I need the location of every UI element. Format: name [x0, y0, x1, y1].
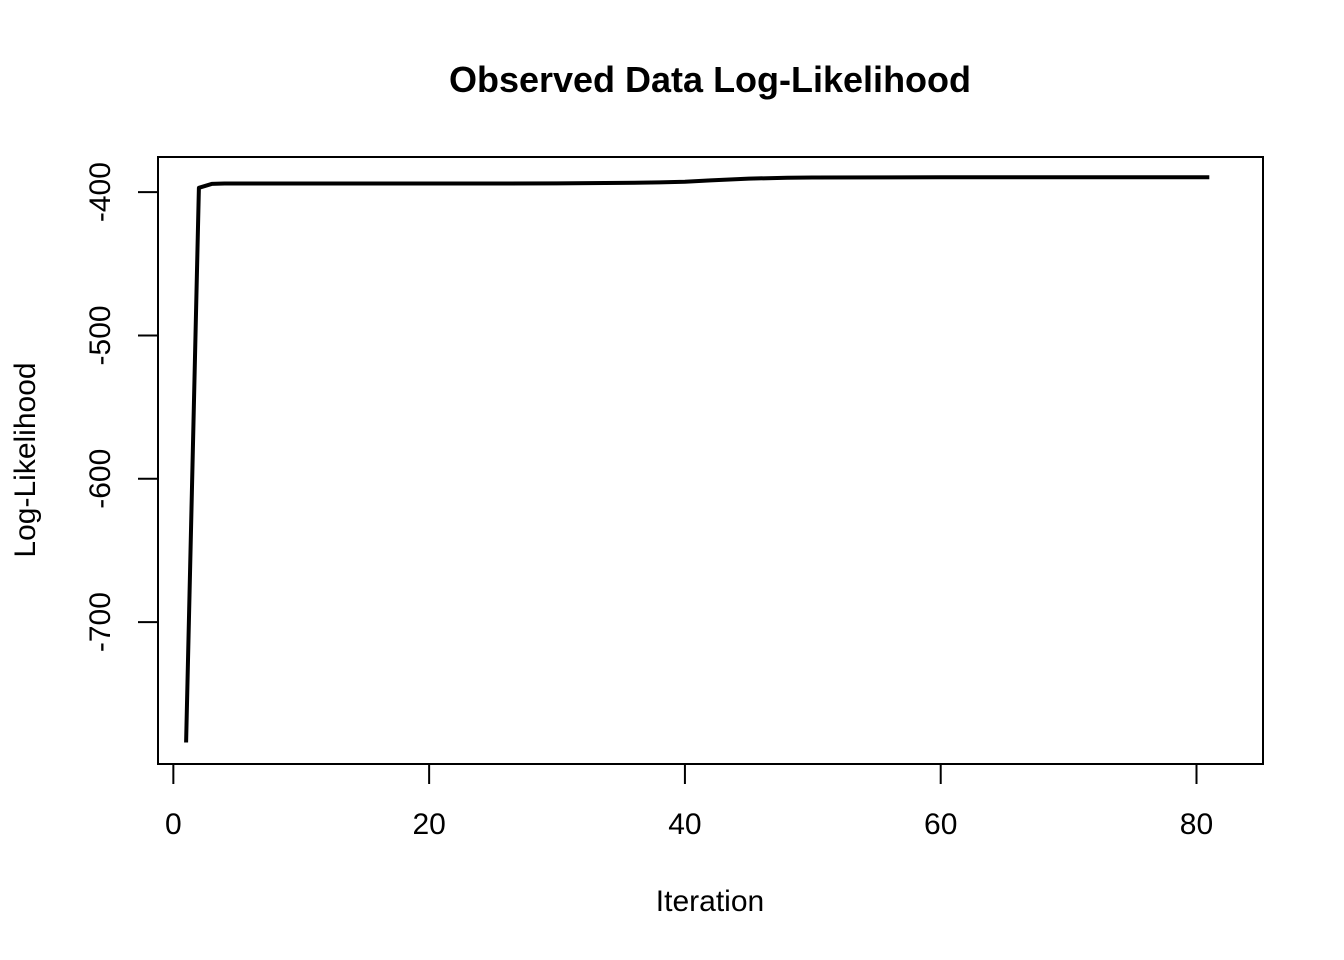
y-tick-label: -600	[84, 449, 117, 509]
x-tick-label: 20	[412, 808, 445, 841]
x-tick-label: 0	[165, 808, 182, 841]
chart-title: Observed Data Log-Likelihood	[449, 59, 971, 100]
series-layer	[184, 175, 1210, 743]
y-axis: -400 -500 -600 -700	[84, 162, 159, 652]
y-tick-label: -400	[84, 162, 117, 222]
plot-frame	[157, 156, 1264, 765]
x-axis: 0 20 40 60 80	[165, 763, 1213, 841]
series-line	[184, 175, 1210, 743]
x-tick-label: 40	[668, 808, 701, 841]
x-tick-label: 60	[924, 808, 957, 841]
y-axis-title: Log-Likelihood	[9, 362, 42, 557]
y-tick-label: -700	[84, 592, 117, 652]
x-tick-label: 80	[1180, 808, 1213, 841]
x-axis-title: Iteration	[656, 885, 764, 918]
y-tick-label: -500	[84, 305, 117, 365]
